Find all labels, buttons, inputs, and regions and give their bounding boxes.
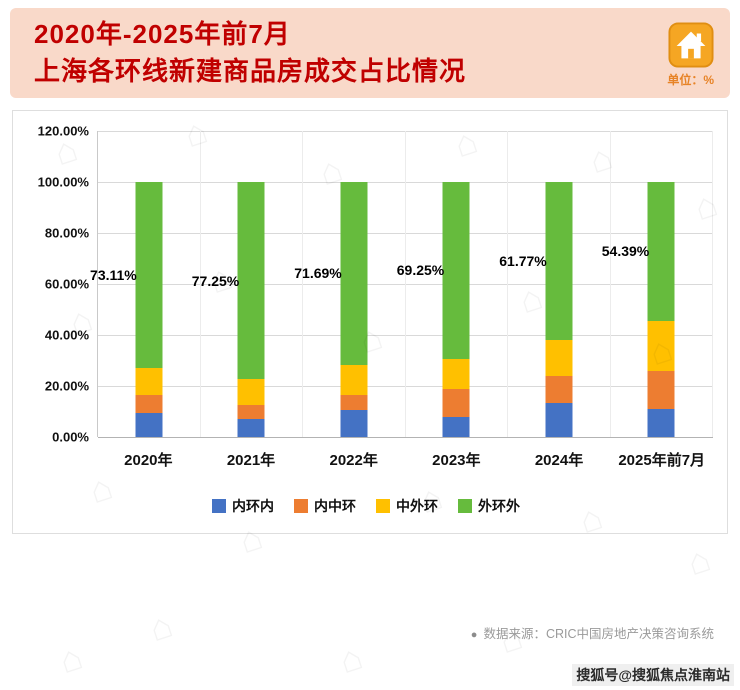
unit-label: 单位：% [667, 73, 714, 87]
x-axis-label: 2023年 [432, 452, 481, 469]
bar-segment-内环内 [340, 409, 368, 437]
house-icon [668, 22, 714, 68]
x-axis-label: 2021年 [226, 452, 276, 469]
bar-segment-中外环 [340, 364, 368, 395]
bar-column: 69.25% [397, 131, 508, 437]
bar-segment-内环内 [647, 408, 675, 437]
bar-segment-外环外 [545, 182, 573, 340]
x-axis-label: 2022年 [329, 452, 378, 469]
source-text: 数据来源：CRIC中国房地产决策咨询系统 [483, 627, 714, 641]
bar-segment-内环内 [442, 417, 470, 437]
watermark-icon: ⌂ [144, 604, 178, 651]
legend-item: 中外环 [376, 496, 438, 516]
x-axis-label: 2020年 [124, 452, 173, 469]
gridline [98, 437, 713, 438]
bar-segment-外环外 [647, 182, 675, 321]
y-tick-label: 0.00% [52, 429, 89, 445]
legend-label: 内中环 [314, 498, 356, 514]
legend-label: 外环外 [478, 498, 520, 514]
y-tick-label: 120.00% [37, 123, 89, 139]
title-banner: 2020年-2025年前7月 上海各环线新建商品房成交占比情况 单位：% [10, 8, 730, 98]
gridline [98, 335, 713, 336]
data-label: 69.25% [396, 262, 445, 279]
legend-label: 内环内 [232, 498, 274, 514]
sohu-watermark: 搜狐号@搜狐焦点淮南站 [572, 664, 734, 686]
data-label: 73.11% [90, 267, 137, 284]
watermark-icon: ⌂ [682, 538, 716, 585]
legend-swatch [458, 499, 472, 513]
stacked-bar [442, 131, 470, 437]
x-axis-label: 2025年前7月 [618, 452, 706, 469]
data-label: 61.77% [499, 252, 547, 269]
legend-item: 内环内 [212, 496, 274, 516]
y-tick-label: 80.00% [44, 225, 89, 241]
gridline [98, 182, 713, 183]
bar-segment-内中环 [135, 395, 163, 413]
bar-column: 71.69% [294, 131, 406, 437]
watermark-icon: ⌂ [334, 636, 368, 683]
bar-segment-外环外 [237, 182, 265, 380]
bar-segment-内环内 [237, 419, 265, 437]
y-tick-label: 100.00% [37, 174, 89, 190]
bar-segment-中外环 [135, 368, 163, 396]
stacked-bar [340, 131, 368, 437]
bar-column: 73.11% [90, 131, 201, 437]
bar-segment-外环外 [340, 182, 368, 365]
bar-segment-中外环 [237, 379, 265, 406]
stacked-bar [135, 131, 163, 437]
page-title: 2020年-2025年前7月 上海各环线新建商品房成交占比情况 [34, 16, 466, 90]
data-label: 77.25% [191, 272, 240, 289]
legend-swatch [376, 499, 390, 513]
page-title-line1: 2020年-2025年前7月 [34, 19, 291, 49]
bar-segment-内中环 [545, 375, 573, 403]
stacked-bar [647, 131, 675, 437]
bar-segment-内中环 [647, 370, 675, 409]
gridline [98, 233, 713, 234]
y-tick-label: 60.00% [44, 276, 89, 292]
page-title-line2: 上海各环线新建商品房成交占比情况 [34, 56, 467, 86]
bar-segment-内环内 [135, 412, 163, 437]
x-axis-label: 2024年 [534, 452, 584, 469]
bar-segment-中外环 [442, 358, 470, 390]
gridline [98, 386, 713, 387]
data-label: 54.39% [601, 243, 650, 260]
bullet-icon: ● [470, 629, 478, 641]
watermark-icon: ⌂ [54, 636, 88, 683]
plot-area: 73.11% 77.25% 71.69% 69.25% 61.77% 54.39% [90, 131, 713, 438]
legend-item: 内中环 [294, 496, 356, 516]
bar-column: 54.39% [602, 131, 713, 437]
legend-item: 外环外 [458, 496, 520, 516]
chart-panel: 120.00% 100.00% 80.00% 60.00% 40.00% 20.00% 0.… [12, 110, 728, 534]
legend: 内环内 内中环 中外环 外环外 [19, 496, 713, 516]
legend-swatch [212, 499, 226, 513]
bar-segment-内中环 [340, 394, 368, 410]
data-label: 71.69% [294, 265, 342, 282]
y-tick-label: 40.00% [44, 327, 89, 343]
legend-label: 中外环 [396, 498, 438, 514]
bar-segment-外环外 [442, 182, 470, 359]
gridline [98, 284, 713, 285]
source-note: ● 数据来源：CRIC中国房地产决策咨询系统 [471, 623, 714, 642]
y-tick-label: 20.00% [44, 378, 89, 394]
chart-row: 120.00% 100.00% 80.00% 60.00% 40.00% 20.00% 0.… [19, 124, 713, 445]
bar-segment-外环外 [135, 182, 163, 369]
y-axis: 120.00% 100.00% 80.00% 60.00% 40.00% 20.00% 0.… [19, 124, 97, 445]
stacked-bar [545, 131, 573, 437]
bar-segment-中外环 [647, 320, 675, 371]
x-axis: 2020年 2021年 2022年 2023年 2024年 2025年前7月 [97, 449, 713, 470]
bar-segment-内中环 [442, 389, 470, 418]
bar-segment-内中环 [237, 405, 265, 420]
bar-column: 61.77% [499, 131, 611, 437]
legend-swatch [294, 499, 308, 513]
stacked-bar [237, 131, 265, 437]
bar-column: 77.25% [192, 131, 303, 437]
unit-block: 单位：% [667, 22, 714, 88]
bar-segment-内环内 [545, 402, 573, 437]
gridline [98, 131, 713, 132]
bar-segment-中外环 [545, 339, 573, 376]
